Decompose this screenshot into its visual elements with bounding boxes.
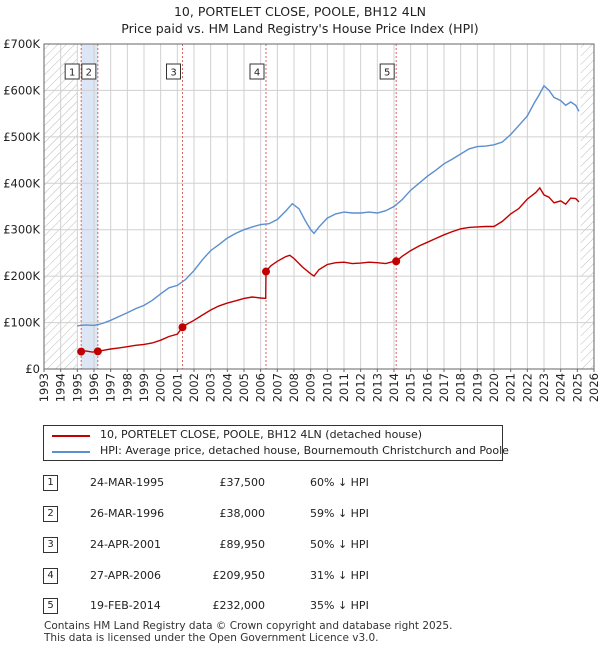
- legend: 10, PORTELET CLOSE, POOLE, BH12 4LN (det…: [43, 425, 509, 461]
- sale-marker-box: [64, 63, 80, 80]
- x-tick-label: 2026: [587, 373, 600, 402]
- series-line-hpi: [77, 84, 580, 327]
- x-tick-label: 1995: [70, 373, 84, 402]
- hatch-region-end: [580, 44, 594, 369]
- y-tick-label: £0: [25, 362, 40, 376]
- y-tick-label: £500K: [3, 130, 40, 144]
- y-tick-label: £300K: [3, 223, 40, 237]
- sale-price: £89,950: [219, 538, 266, 551]
- footer-licence: This data is licensed under the Open Gov…: [44, 632, 379, 644]
- y-tick-label: £700K: [3, 37, 40, 51]
- x-tick-label: 1999: [137, 373, 151, 402]
- x-tick-label: 2020: [487, 373, 501, 402]
- x-tick-label: 2017: [437, 373, 451, 402]
- plot-area: [44, 44, 594, 369]
- sale-number: 5: [43, 598, 58, 614]
- x-tick-label: 2005: [237, 373, 251, 402]
- sale-point: [77, 347, 86, 356]
- x-tick-label: 2004: [220, 373, 234, 402]
- sale-point: [262, 267, 270, 276]
- sale-date: 19-FEB-2014: [90, 599, 161, 612]
- x-tick-label: 2024: [554, 373, 568, 402]
- table-row: 2 26-MAR-1996 £38,000 59% ↓ HPI: [0, 504, 600, 524]
- legend-label-hpi: HPI: Average price, detached house, Bour…: [100, 444, 509, 457]
- y-tick-label: £100K: [3, 316, 40, 330]
- series-line-property: [81, 186, 580, 353]
- footer-copyright: Contains HM Land Registry data © Crown c…: [44, 620, 453, 632]
- x-tick-label: 2022: [520, 373, 534, 402]
- sale-date: 27-APR-2006: [90, 569, 162, 582]
- sale-point: [93, 347, 102, 356]
- x-tick-label: 2007: [270, 373, 284, 402]
- sale-marker-label: 3: [170, 68, 176, 79]
- sale-price: £232,000: [212, 599, 266, 612]
- table-row: 1 24-MAR-1995 £37,500 60% ↓ HPI: [0, 473, 600, 493]
- y-tick-label: £600K: [3, 83, 40, 97]
- price-chart: 1 2 3 4 5 £0 £100K £200K £300K £400K £500K £600K £70…: [3, 37, 600, 402]
- sale-number: 4: [43, 568, 58, 584]
- sale-marker-box: [166, 63, 181, 80]
- sale-marker-box: [379, 63, 395, 80]
- x-tick-label: 2000: [154, 373, 168, 402]
- x-tick-label: 2001: [170, 373, 184, 402]
- sale-number: 2: [43, 506, 58, 522]
- x-tick-label: 1998: [120, 373, 134, 402]
- sale-point: [178, 323, 187, 332]
- chart-title: 10, PORTELET CLOSE, POOLE, BH12 4LN: [173, 4, 427, 19]
- sale-date: 24-MAR-1995: [90, 476, 165, 489]
- sale-hpi-diff: 50% ↓ HPI: [310, 538, 369, 551]
- sale-marker-label: 4: [254, 68, 260, 79]
- x-tick-label: 1997: [104, 373, 118, 402]
- sale-number: 1: [43, 475, 58, 491]
- sale-hpi-diff: 60% ↓ HPI: [310, 476, 369, 489]
- x-tick-label: 2003: [204, 373, 218, 402]
- x-tick-label: 1996: [87, 373, 101, 402]
- y-tick-label: £400K: [3, 176, 40, 190]
- x-tick-label: 2006: [254, 373, 268, 402]
- sale-date: 26-MAR-1996: [90, 507, 165, 520]
- x-tick-label: 2010: [320, 373, 334, 402]
- x-tick-label: 1993: [37, 373, 51, 402]
- x-tick-label: 2011: [337, 373, 351, 402]
- sale-price: £209,950: [212, 569, 266, 582]
- legend-line-property: [52, 435, 90, 437]
- sale-marker-box: [81, 63, 97, 80]
- sale-marker-box: [249, 63, 265, 80]
- plot-frame: [43, 43, 595, 370]
- x-tick-label: 2013: [370, 373, 384, 402]
- x-tick-label: 2014: [387, 373, 401, 402]
- shaded-span: [81, 44, 98, 369]
- sale-number: 3: [43, 537, 58, 553]
- x-tick-label: 2002: [187, 373, 201, 402]
- legend-label-property: 10, PORTELET CLOSE, POOLE, BH12 4LN (det…: [100, 428, 423, 441]
- table-row: 3 24-APR-2001 £89,950 50% ↓ HPI: [0, 535, 600, 555]
- sale-price: £37,500: [219, 476, 266, 489]
- sale-marker-label: 1: [69, 68, 75, 79]
- x-tick-label: 1994: [54, 373, 68, 402]
- sale-hpi-diff: 31% ↓ HPI: [310, 569, 369, 582]
- y-tick-label: £200K: [3, 269, 40, 283]
- sale-marker-label: 5: [384, 68, 390, 79]
- x-tick-label: 2018: [454, 373, 468, 402]
- x-tick-label: 2009: [304, 373, 318, 402]
- x-tick-label: 2015: [404, 373, 418, 402]
- x-tick-label: 2016: [420, 373, 434, 402]
- chart-subtitle: Price paid vs. HM Land Registry's House …: [121, 21, 479, 36]
- table-row: 5 19-FEB-2014 £232,000 35% ↓ HPI: [0, 596, 600, 616]
- x-tick-label: 2025: [570, 373, 584, 402]
- x-tick-label: 2012: [354, 373, 368, 402]
- legend-line-hpi: [52, 451, 90, 453]
- table-row: 4 27-APR-2006 £209,950 31% ↓ HPI: [0, 566, 600, 586]
- sale-point: [392, 257, 401, 266]
- x-tick-label: 2019: [470, 373, 484, 402]
- x-tick-label: 2023: [537, 373, 551, 402]
- sale-hpi-diff: 59% ↓ HPI: [310, 507, 369, 520]
- sale-hpi-diff: 35% ↓ HPI: [310, 599, 369, 612]
- sale-marker-label: 2: [86, 68, 92, 79]
- x-tick-label: 2008: [287, 373, 301, 402]
- sale-date: 24-APR-2001: [90, 538, 162, 551]
- x-tick-label: 2021: [504, 373, 518, 402]
- sale-price: £38,000: [219, 507, 266, 520]
